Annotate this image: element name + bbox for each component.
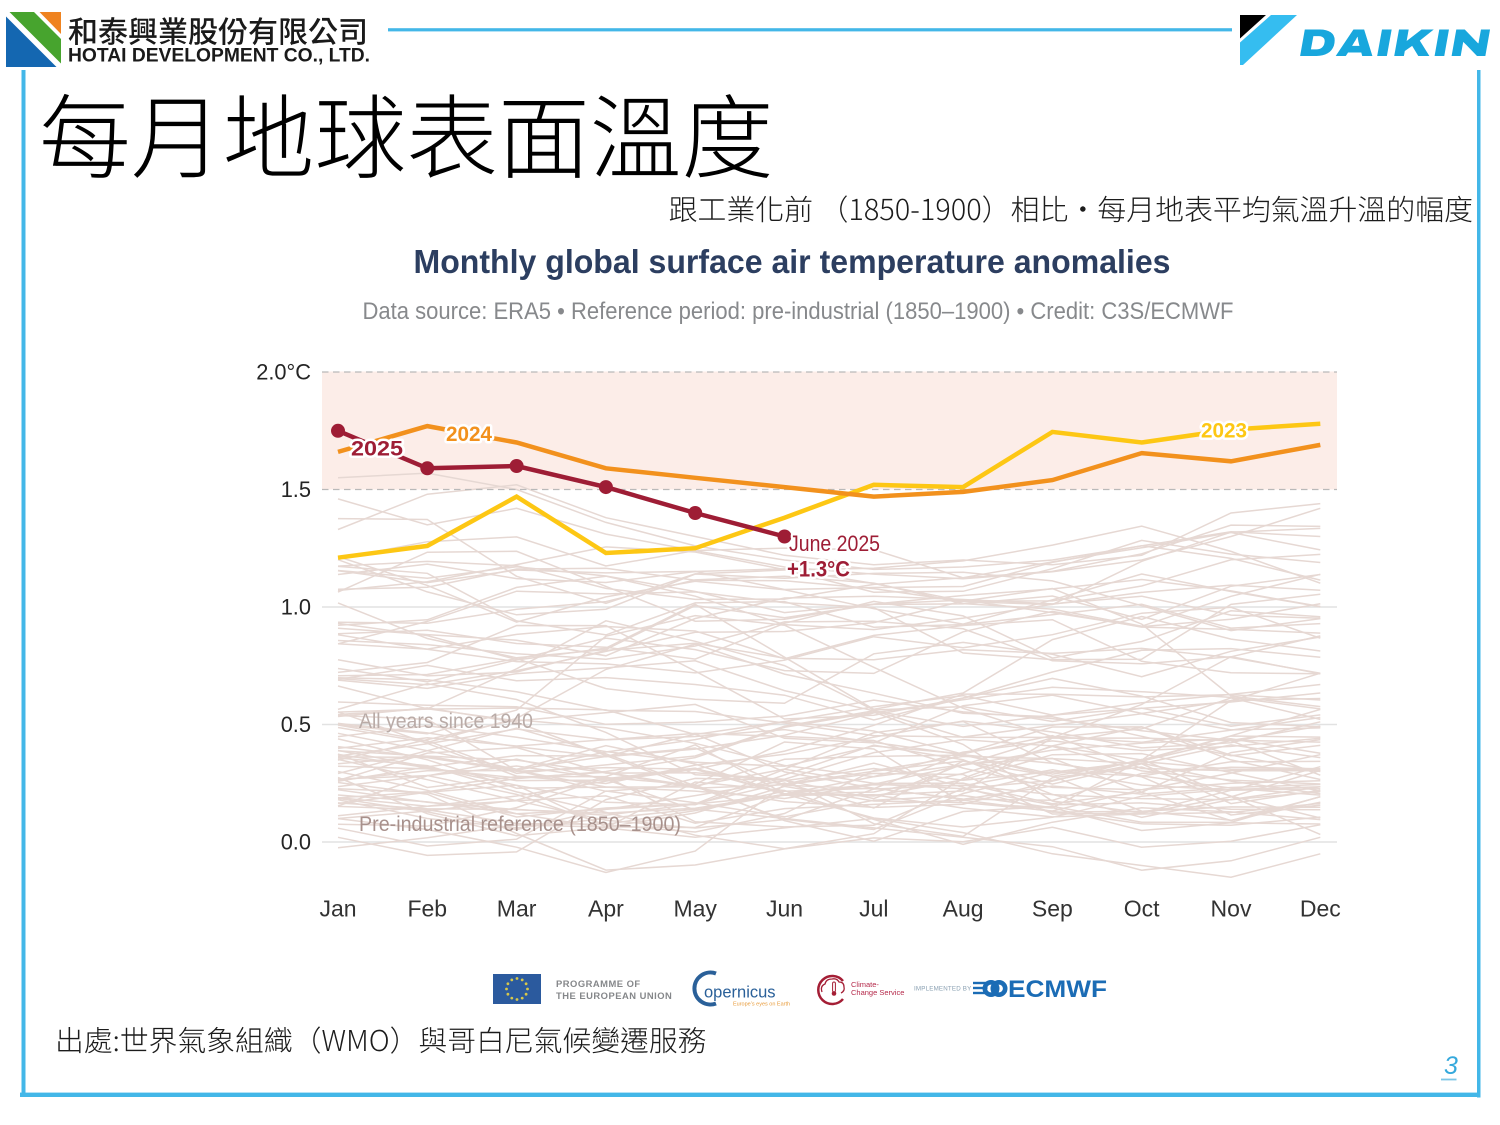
svg-text:0.5: 0.5 — [281, 712, 311, 737]
svg-text:June 2025: June 2025 — [789, 531, 880, 556]
svg-text:1.5: 1.5 — [281, 477, 311, 502]
svg-text:Mar: Mar — [497, 896, 537, 922]
svg-text:Monthly global surface air tem: Monthly global surface air temperature a… — [414, 243, 1171, 280]
svg-text:1.0: 1.0 — [281, 595, 311, 620]
svg-text:Dec: Dec — [1300, 896, 1341, 922]
svg-text:THE EUROPEAN UNION: THE EUROPEAN UNION — [556, 990, 672, 1001]
svg-text:2025: 2025 — [351, 437, 403, 461]
svg-text:PROGRAMME OF: PROGRAMME OF — [556, 978, 641, 989]
svg-text:0.0: 0.0 — [281, 830, 311, 855]
svg-text:Nov: Nov — [1211, 896, 1252, 922]
svg-text:Aug: Aug — [943, 896, 984, 922]
svg-text:2024: 2024 — [446, 422, 492, 446]
svg-text:opernicus: opernicus — [704, 984, 776, 1002]
svg-text:Apr: Apr — [588, 896, 624, 922]
svg-text:HOTAI DEVELOPMENT CO., LTD.: HOTAI DEVELOPMENT CO., LTD. — [68, 46, 370, 67]
svg-text:2.0°C: 2.0°C — [256, 360, 311, 385]
svg-text:ECMWF: ECMWF — [1008, 976, 1107, 1003]
svg-text:Data source: ERA5 • Reference: Data source: ERA5 • Reference period: pr… — [363, 298, 1234, 325]
svg-text:Oct: Oct — [1124, 896, 1160, 922]
svg-text:May: May — [673, 896, 717, 922]
svg-text:Change Service: Change Service — [851, 988, 904, 997]
svg-text:Sep: Sep — [1032, 896, 1073, 922]
svg-text:IMPLEMENTED BY: IMPLEMENTED BY — [914, 986, 971, 993]
svg-text:2023: 2023 — [1201, 419, 1247, 443]
svg-text:+1.3°C: +1.3°C — [787, 557, 850, 582]
svg-text:Europe’s eyes on Earth: Europe’s eyes on Earth — [733, 1002, 790, 1008]
svg-text:Jul: Jul — [859, 896, 888, 922]
svg-text:Jun: Jun — [766, 896, 803, 922]
svg-text:Jan: Jan — [319, 896, 356, 922]
svg-text:Pre-industrial reference (1850: Pre-industrial reference (1850–1900) — [359, 812, 681, 836]
svg-text:All years since 1940: All years since 1940 — [359, 709, 533, 733]
svg-text:Climate-: Climate- — [851, 980, 879, 989]
svg-text:3: 3 — [1444, 1052, 1458, 1080]
svg-text:Feb: Feb — [407, 896, 447, 922]
